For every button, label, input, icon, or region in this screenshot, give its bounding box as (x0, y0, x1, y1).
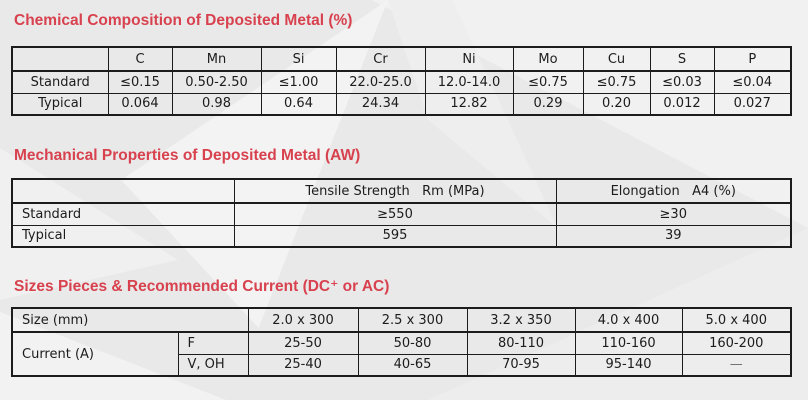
col-header: Mo (512, 46, 584, 72)
row-label: Typical (11, 92, 109, 116)
row-label: Typical (11, 224, 235, 248)
col-header: 4.0 x 400 (574, 307, 683, 333)
col-header: C (107, 46, 173, 72)
data-table: Tensile Strength Rm (MPa) Elongation A4 (… (11, 178, 792, 248)
row-label: Current (A) (11, 331, 179, 377)
col-header: 2.0 x 300 (247, 307, 359, 333)
table-cell: ≥550 (233, 202, 557, 226)
table-row: Size (mm) 2.0 x 300 2.5 x 300 3.2 x 350 4.0 … (11, 307, 792, 333)
table-cell: 40-65 (357, 353, 468, 377)
mechanical-properties-table: Tensile Strength Rm (MPa) Elongation A4 (… (11, 178, 792, 248)
table-cell: 25-40 (247, 353, 359, 377)
data-table: C Mn Si Cr Ni Mo Cu S P Standard ≤0.15 0.50-2.50 ≤1.… (11, 46, 792, 116)
sizes-current-table: Size (mm) 2.0 x 300 2.5 x 300 3.2 x 350 4.0 … (11, 307, 793, 377)
table-cell: ≤0.03 (649, 70, 715, 94)
table-cell: 0.064 (107, 92, 173, 116)
chemical-composition-table: C Mn Si Cr Ni Mo Cu S P Standard ≤0.15 0.50-2.50 ≤1.… (11, 46, 792, 116)
table-cell: 160-200 (681, 331, 792, 355)
table-cell: ≤0.75 (512, 70, 584, 94)
table-cell: 0.50-2.50 (171, 70, 262, 94)
col-header: 3.2 x 350 (466, 307, 576, 333)
table-row: Current (A) F 25-50 50-80 80-110 110-160 160-2… (11, 331, 792, 377)
table-cell: ≤1.00 (260, 70, 337, 94)
table-cell: 0.20 (582, 92, 651, 116)
table-cell: 595 (233, 224, 557, 248)
col-header: 5.0 x 400 (681, 307, 792, 333)
table-cell: 80-110 (466, 331, 576, 355)
section-title-sizes-current: Sizes Pieces & Recommended Current (DC⁺ … (14, 278, 390, 295)
table-row: Standard ≤0.15 0.50-2.50 ≤1.00 22.0-25.0 12.0… (11, 70, 792, 94)
table-cell: 0.012 (649, 92, 715, 116)
table-cell: 39 (555, 224, 792, 248)
table-cell: ≤0.15 (107, 70, 173, 94)
table-cell: ≥30 (555, 202, 792, 226)
table-cell: 0.98 (171, 92, 262, 116)
col-header: Tensile Strength Rm (MPa) (233, 178, 557, 204)
table-cell: 110-160 (574, 331, 683, 355)
sub-row-label: V, OH (177, 353, 249, 377)
corner-cell (11, 178, 235, 204)
sub-row-label: F (177, 331, 249, 355)
table-cell: 70-95 (466, 353, 576, 377)
section-title-chemical-composition: Chemical Composition of Deposited Metal … (14, 12, 353, 29)
table-cell: 24.34 (335, 92, 426, 116)
table-cell: ≤0.04 (713, 70, 792, 94)
col-header: Si (260, 46, 337, 72)
table-row: C Mn Si Cr Ni Mo Cu S P (11, 46, 792, 72)
corner-cell (11, 46, 109, 72)
data-table: Size (mm) 2.0 x 300 2.5 x 300 3.2 x 350 4.0 … (11, 307, 793, 377)
table-cell: 12.0-14.0 (424, 70, 514, 94)
table-cell: 22.0-25.0 (335, 70, 426, 94)
table-cell: 12.82 (424, 92, 514, 116)
table-row: Tensile Strength Rm (MPa) Elongation A4 (… (11, 178, 792, 204)
table-cell: 0.027 (713, 92, 792, 116)
table-cell: 95-140 (574, 353, 683, 377)
col-header: S (649, 46, 715, 72)
table-cell: 25-50 (247, 331, 359, 355)
row-label: Standard (11, 202, 235, 226)
table-cell: ≤0.75 (582, 70, 651, 94)
table-cell: 50-80 (357, 331, 468, 355)
table-cell: — (681, 353, 792, 377)
col-header: P (713, 46, 792, 72)
col-header: 2.5 x 300 (357, 307, 468, 333)
col-header: Cu (582, 46, 651, 72)
col-header: Cr (335, 46, 426, 72)
table-row: Typical 0.064 0.98 0.64 24.34 12.82 0.29 0.20 0.… (11, 92, 792, 116)
table-cell: 0.64 (260, 92, 337, 116)
col-header: Ni (424, 46, 514, 72)
row-label: Standard (11, 70, 109, 94)
table-row: V, OH 25-40 40-65 70-95 95-140— (12, 353, 792, 377)
row-label: Size (mm) (11, 307, 249, 333)
table-row: Standard ≥550 ≥30 (11, 202, 792, 226)
table-row: Typical 595 39 (11, 224, 792, 248)
table-cell: 0.29 (512, 92, 584, 116)
col-header: Mn (171, 46, 262, 72)
section-title-mechanical-properties: Mechanical Properties of Deposited Metal… (14, 147, 361, 164)
col-header: Elongation A4 (%) (555, 178, 792, 204)
